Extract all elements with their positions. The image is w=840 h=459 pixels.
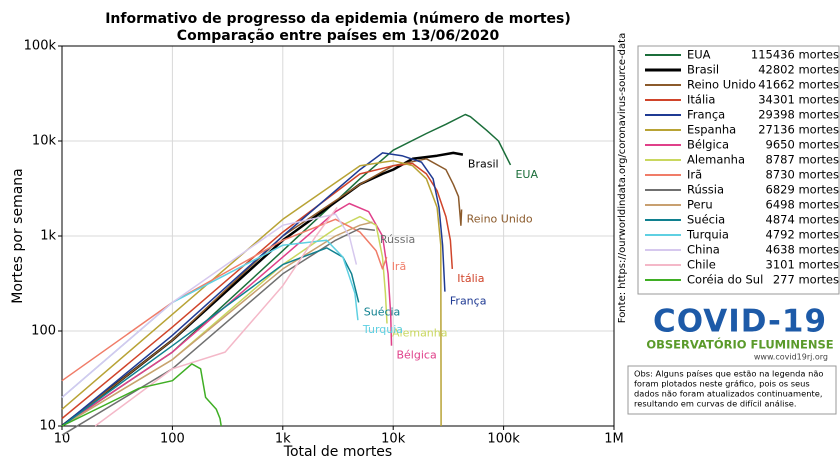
x-tick-label: 1M [604,432,624,447]
legend-label: Alemanha [687,153,745,167]
series-line [61,221,373,427]
legend-value: 6498 mortes [766,198,839,212]
series-line [61,218,388,382]
series-end-label: EUA [515,168,538,181]
y-axis-label: Mortes por semana [10,168,26,303]
legend-value: 115436 mortes [751,48,839,62]
legend-value: 27136 mortes [758,123,839,137]
legend-value: 4874 mortes [766,213,839,227]
note-line: foram plotados neste gráfico, pois os se… [634,379,810,389]
y-tick-label: 10k [32,134,57,149]
note-line: dados não foram atualizados continuament… [634,389,822,399]
legend-label: Brasil [687,63,719,77]
series-line [61,247,360,427]
legend-value: 6829 mortes [766,183,839,197]
series-end-label: Rússia [380,233,415,246]
legend-value: 29398 mortes [758,108,839,122]
legend-value: 4792 mortes [766,228,839,242]
series-line [61,152,446,427]
logo-subtitle: OBSERVATÓRIO FLUMINENSE [646,337,833,352]
legend-value: 8730 mortes [766,168,839,182]
plot-frame [61,45,615,427]
legend-label: França [687,108,725,122]
legend-value: 277 mortes [773,273,839,287]
legend-box [637,45,840,295]
legend-label: EUA [687,48,711,62]
series-line [61,215,388,427]
series-end-label: Bélgica [396,349,436,362]
legend-label: Espanha [687,123,736,137]
series-end-label: Itália [457,272,484,285]
chart-subtitle: Comparação entre países em 13/06/2020 [177,28,500,44]
legend-value: 4638 mortes [766,243,839,257]
series-line [61,158,463,427]
legend-label: Bélgica [687,138,729,152]
legend-label: Suécia [687,213,725,227]
legend-label: Reino Unido [687,78,756,92]
legend-label: Rússia [687,183,724,197]
series-end-label: França [450,295,487,308]
series-end-label: Reino Unido [467,213,533,226]
y-tick-label: 100 [31,324,56,339]
legend-label: Coréia do Sul [687,273,763,287]
note-line: resultando em curvas de difícil análise. [634,399,797,409]
logo-title: COVID-19 [653,304,827,340]
series-end-label: Alemanha [392,326,448,339]
x-tick-label: 100 [160,432,185,447]
logo-url: www.covid19rj.org [754,353,828,362]
series-end-label: Brasil [468,158,499,171]
series-end-label: Irã [392,260,407,273]
note-line: Obs: Alguns países que estão na legenda … [634,369,824,379]
source: Fonte: https://ourworldindata.org/corona… [617,33,628,323]
legend-label: Chile [687,258,716,272]
x-tick-label: 10k [381,432,406,447]
series-line [61,151,464,427]
y-tick-label: 10 [39,419,56,434]
series-line [61,213,358,398]
note: Obs: Alguns países que estão na legenda … [634,369,824,409]
series-line [61,363,222,427]
legend-value: 9650 mortes [766,138,839,152]
x-tick-label: 100k [487,432,520,447]
legend-label: Itália [687,93,715,107]
series-line [61,227,375,436]
legend-label: Peru [687,198,713,212]
series-end-label: Turquia [362,323,403,336]
series-line [94,206,338,427]
series-line [61,113,512,427]
legend-label: China [687,243,720,257]
note-box [627,365,837,415]
legend-value: 34301 mortes [758,93,839,107]
legend-value: 41662 mortes [758,78,839,92]
legend-value: 42802 mortes [758,63,839,77]
logo: COVID-19 OBSERVATÓRIO FLUMINENSE www.cov… [646,304,833,362]
legend-label: Turquia [686,228,729,242]
x-axis-label: Total de mortes [283,444,392,459]
y-tick-label: 100k [24,39,57,54]
x-tick-label: 10 [54,432,71,447]
series-line [61,159,442,427]
x-tick-label: 1k [275,432,291,447]
legend-value: 8787 mortes [766,153,839,167]
y-tick-label: 1k [40,229,56,244]
chart-title: Informativo de progresso da epidemia (nú… [105,11,571,27]
legend-label: Irã [687,168,702,182]
legend-value: 3101 mortes [766,258,839,272]
series-end-label: Suécia [364,305,401,318]
